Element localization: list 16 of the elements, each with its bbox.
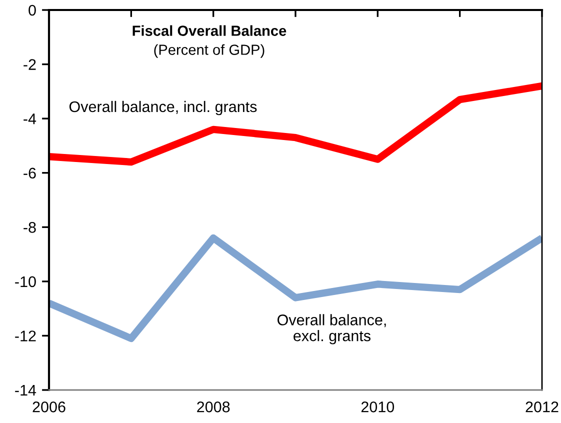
x-tick-label: 2008 [197, 402, 230, 412]
y-tick-label: -14 [15, 385, 36, 396]
x-tick-label: 2010 [361, 402, 394, 412]
y-tick-label: -8 [24, 222, 36, 233]
text: (Percent of GDP) [154, 44, 264, 58]
y-tick-label: 0 [28, 4, 36, 16]
x-tick-label: 2012 [526, 402, 558, 412]
y-tick-label: -12 [15, 330, 36, 342]
y-tick-label: -10 [15, 276, 36, 288]
y-tick-label: -2 [24, 59, 36, 70]
y-tick-label: -4 [24, 114, 36, 124]
text: Fiscal Overall Balance [132, 25, 286, 36]
y-tick-label: -6 [24, 168, 36, 179]
x-tick-label: 2006 [32, 402, 66, 412]
series-label: Overall balance, excl. grants [278, 314, 386, 344]
series-label: Overall balance, incl. grants [69, 100, 257, 116]
